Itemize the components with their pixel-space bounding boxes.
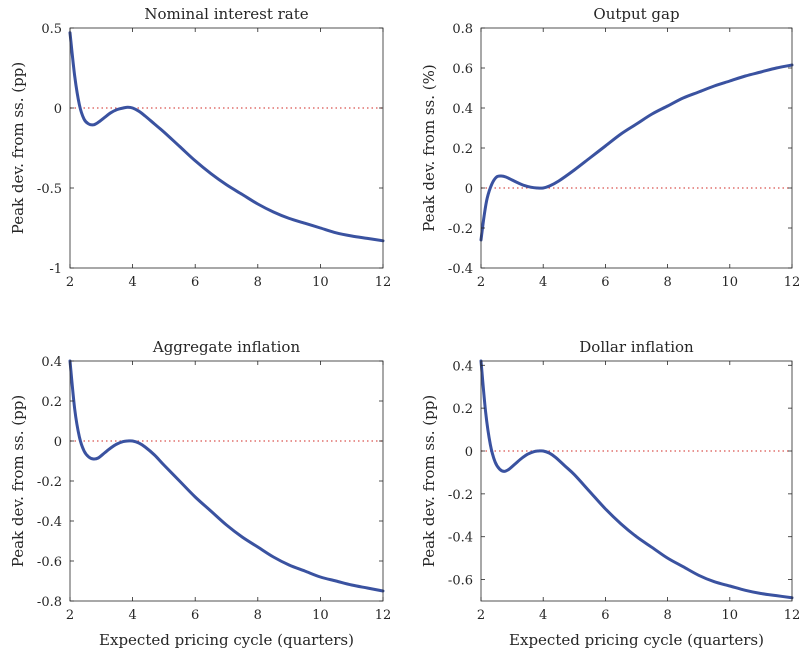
chart-title: Output gap <box>593 5 679 23</box>
series-line-1 <box>68 31 385 243</box>
y-tick-label: -0.5 <box>37 182 62 197</box>
y-tick-label: 0 <box>54 102 62 117</box>
y-tick-label: 0.4 <box>452 102 473 117</box>
y-tick-label: 0 <box>465 445 473 460</box>
y-tick-label: -1 <box>49 262 62 277</box>
chart-title: Aggregate inflation <box>152 338 301 356</box>
plot-area-box <box>69 360 384 602</box>
x-tick-label: 4 <box>128 608 136 623</box>
chart-panel-2: 2 4 6 8 10 12 -0.4 -0.2 0 0.2 0.4 0.6 0.8 Output gap P… <box>420 5 800 290</box>
y-tick-label: -0.8 <box>37 595 62 610</box>
x-tick-label: 2 <box>66 275 74 290</box>
x-tick-label: 12 <box>784 608 801 623</box>
x-axis-label: Expected pricing cycle (quarters) <box>509 631 764 649</box>
y-tick-label: -0.4 <box>37 515 62 530</box>
y-tick-label: 0.4 <box>452 359 473 374</box>
y-axis-label: Peak dev. from ss. (%) <box>420 64 438 231</box>
y-tick-label: 0.2 <box>41 395 62 410</box>
x-tick-label: 4 <box>539 608 547 623</box>
plot-area-box <box>69 27 384 269</box>
x-tick-label: 8 <box>663 608 671 623</box>
y-tick-label: 0.8 <box>452 22 473 37</box>
x-tick-label: 2 <box>477 275 485 290</box>
plot-area-box <box>480 360 793 602</box>
x-tick-label: 10 <box>312 608 329 623</box>
x-tick-label: 8 <box>254 275 262 290</box>
x-tick-label: 6 <box>191 608 199 623</box>
y-tick-label: -0.6 <box>37 555 62 570</box>
x-tick-label: 6 <box>601 275 609 290</box>
x-tick-label: 12 <box>784 275 801 290</box>
series-line-1 <box>68 359 385 593</box>
y-tick-label: -0.2 <box>448 488 473 503</box>
series-line-1 <box>479 359 794 600</box>
x-tick-label: 10 <box>722 275 739 290</box>
y-tick-label: 0.5 <box>41 22 62 37</box>
y-tick-label: -0.4 <box>448 262 473 277</box>
y-tick-label: 0 <box>54 435 62 450</box>
y-tick-label: 0.4 <box>41 355 62 370</box>
y-tick-label: -0.6 <box>448 574 473 589</box>
chart-panel-3: 2 4 6 8 10 12 -0.8 -0.6 -0.4 -0.2 0 0.2 0.4 Aggregate… <box>9 338 391 649</box>
x-tick-label: 12 <box>375 275 392 290</box>
y-tick-label: 0.6 <box>452 62 473 77</box>
y-axis-label: Peak dev. from ss. (pp) <box>9 62 27 234</box>
plot-area-box <box>480 27 793 269</box>
x-tick-label: 10 <box>312 275 329 290</box>
chart-panel-1: 2 4 6 8 10 12 -1 -0.5 0 0.5 Nominal interest rate P… <box>9 5 391 290</box>
series-line-1 <box>479 63 794 242</box>
x-axis-label: Expected pricing cycle (quarters) <box>99 631 354 649</box>
y-axis-label: Peak dev. from ss. (pp) <box>9 395 27 567</box>
chart-title: Nominal interest rate <box>144 5 308 23</box>
y-tick-label: -0.2 <box>448 222 473 237</box>
x-tick-label: 6 <box>601 608 609 623</box>
y-axis-label: Peak dev. from ss. (pp) <box>420 395 438 567</box>
chart-title: Dollar inflation <box>579 338 694 356</box>
y-tick-label: -0.2 <box>37 475 62 490</box>
x-tick-label: 4 <box>128 275 136 290</box>
x-tick-label: 8 <box>254 608 262 623</box>
x-tick-label: 2 <box>66 608 74 623</box>
x-tick-label: 10 <box>722 608 739 623</box>
x-tick-label: 4 <box>539 275 547 290</box>
x-tick-label: 2 <box>477 608 485 623</box>
y-tick-label: 0.2 <box>452 142 473 157</box>
y-tick-label: -0.4 <box>448 531 473 546</box>
x-tick-label: 6 <box>191 275 199 290</box>
x-tick-label: 12 <box>375 608 392 623</box>
x-tick-label: 8 <box>663 275 671 290</box>
chart-panel-4: 2 4 6 8 10 12 -0.6 -0.4 -0.2 0 0.2 0.4 Dollar inflat… <box>420 338 800 649</box>
y-tick-label: 0.2 <box>452 402 473 417</box>
y-tick-label: 0 <box>465 182 473 197</box>
